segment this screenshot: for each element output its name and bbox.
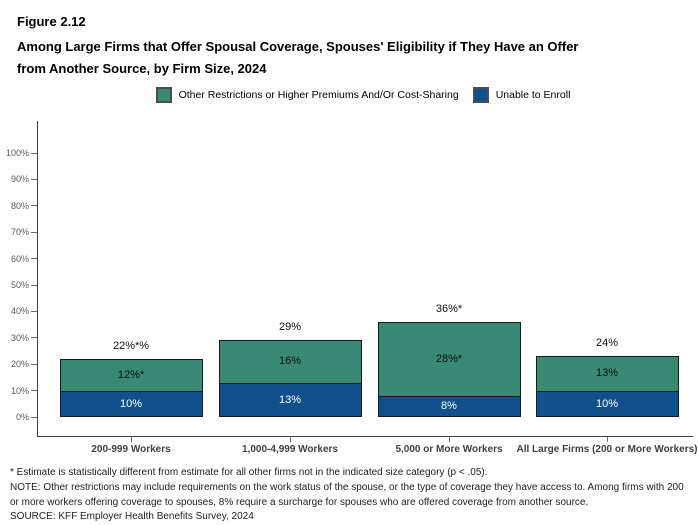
y-axis-line — [36, 121, 38, 437]
y-tick-label: 30% — [10, 332, 29, 343]
y-tick-mark — [30, 284, 37, 286]
y-tick-mark — [30, 337, 37, 339]
bar-segment-other-restrictions: 28%* — [377, 321, 521, 397]
legend-label: Other Restrictions or Higher Premiums An… — [178, 89, 459, 101]
y-tick-label: 70% — [10, 227, 29, 238]
footnote-line: or more workers offering coverage to spo… — [10, 496, 589, 508]
figure-title-line2: from Another Source, by Firm Size, 2024 — [17, 61, 267, 76]
figure-number: Figure 2.12 — [17, 14, 86, 29]
legend-swatch-icon — [472, 87, 489, 103]
y-tick-mark — [30, 363, 37, 365]
x-tick-mark — [448, 437, 450, 442]
x-tick-mark — [289, 437, 291, 442]
footnote-line: NOTE: Other restrictions may include req… — [10, 481, 684, 493]
y-tick-label: 10% — [10, 385, 29, 396]
x-tick-label: All Large Firms (200 or More Workers) — [516, 444, 698, 455]
y-tick-mark — [30, 231, 37, 233]
y-tick-mark — [30, 258, 37, 260]
figure-title: Among Large Firms that Offer Spousal Cov… — [17, 36, 672, 80]
y-tick-label: 80% — [10, 200, 29, 211]
bar-segment-other-restrictions: 13% — [535, 356, 679, 392]
y-tick-label: 90% — [10, 174, 29, 185]
y-tick-label: 40% — [10, 306, 29, 317]
bar-segment-other-restrictions: 12%* — [59, 358, 203, 392]
bar-total-label: 36%* — [435, 302, 463, 315]
x-tick-label: 5,000 or More Workers — [395, 444, 503, 455]
bar-segment-unable-to-enroll: 10% — [59, 390, 203, 417]
y-tick-mark — [30, 310, 37, 312]
x-tick-label: 1,000-4,999 Workers — [242, 444, 338, 455]
bar-total-label: 22%*% — [112, 339, 150, 352]
x-axis-line — [36, 435, 693, 437]
footnotes: * Estimate is statistically different fr… — [10, 466, 694, 525]
bar-segment-unable-to-enroll: 10% — [535, 390, 679, 417]
footnote-line: SOURCE: KFF Employer Health Benefits Sur… — [10, 511, 254, 523]
bar-segment-other-restrictions: 16% — [218, 340, 362, 384]
figure-title-line1: Among Large Firms that Offer Spousal Cov… — [17, 39, 579, 54]
x-tick-label: 200-999 Workers — [91, 444, 171, 455]
y-tick-mark — [30, 390, 37, 392]
y-tick-label: 20% — [10, 359, 29, 370]
y-tick-label: 100% — [5, 148, 29, 158]
bar-total-label: 24% — [595, 337, 619, 350]
y-tick-mark — [30, 152, 37, 154]
y-tick-mark — [30, 416, 37, 418]
x-tick-mark — [606, 437, 608, 442]
bar-total-label: 29% — [278, 321, 302, 334]
y-tick-mark — [30, 205, 37, 207]
y-tick-mark — [30, 178, 37, 180]
x-tick-mark — [130, 437, 132, 442]
legend-label: Unable to Enroll — [495, 89, 571, 101]
y-tick-label: 60% — [10, 253, 29, 264]
y-tick-label: 50% — [10, 280, 29, 290]
footnote-line: * Estimate is statistically different fr… — [10, 467, 488, 478]
chart-legend: Other Restrictions or Higher Premiums An… — [0, 87, 698, 103]
bar-segment-unable-to-enroll: 13% — [218, 382, 362, 417]
legend-swatch-icon — [155, 87, 172, 103]
y-tick-label: 0% — [15, 412, 29, 422]
bar-segment-unable-to-enroll: 8% — [377, 395, 521, 417]
legend-item-other-restrictions: Other Restrictions or Higher Premiums An… — [155, 87, 459, 103]
legend-item-unable-to-enroll: Unable to Enroll — [472, 87, 571, 103]
